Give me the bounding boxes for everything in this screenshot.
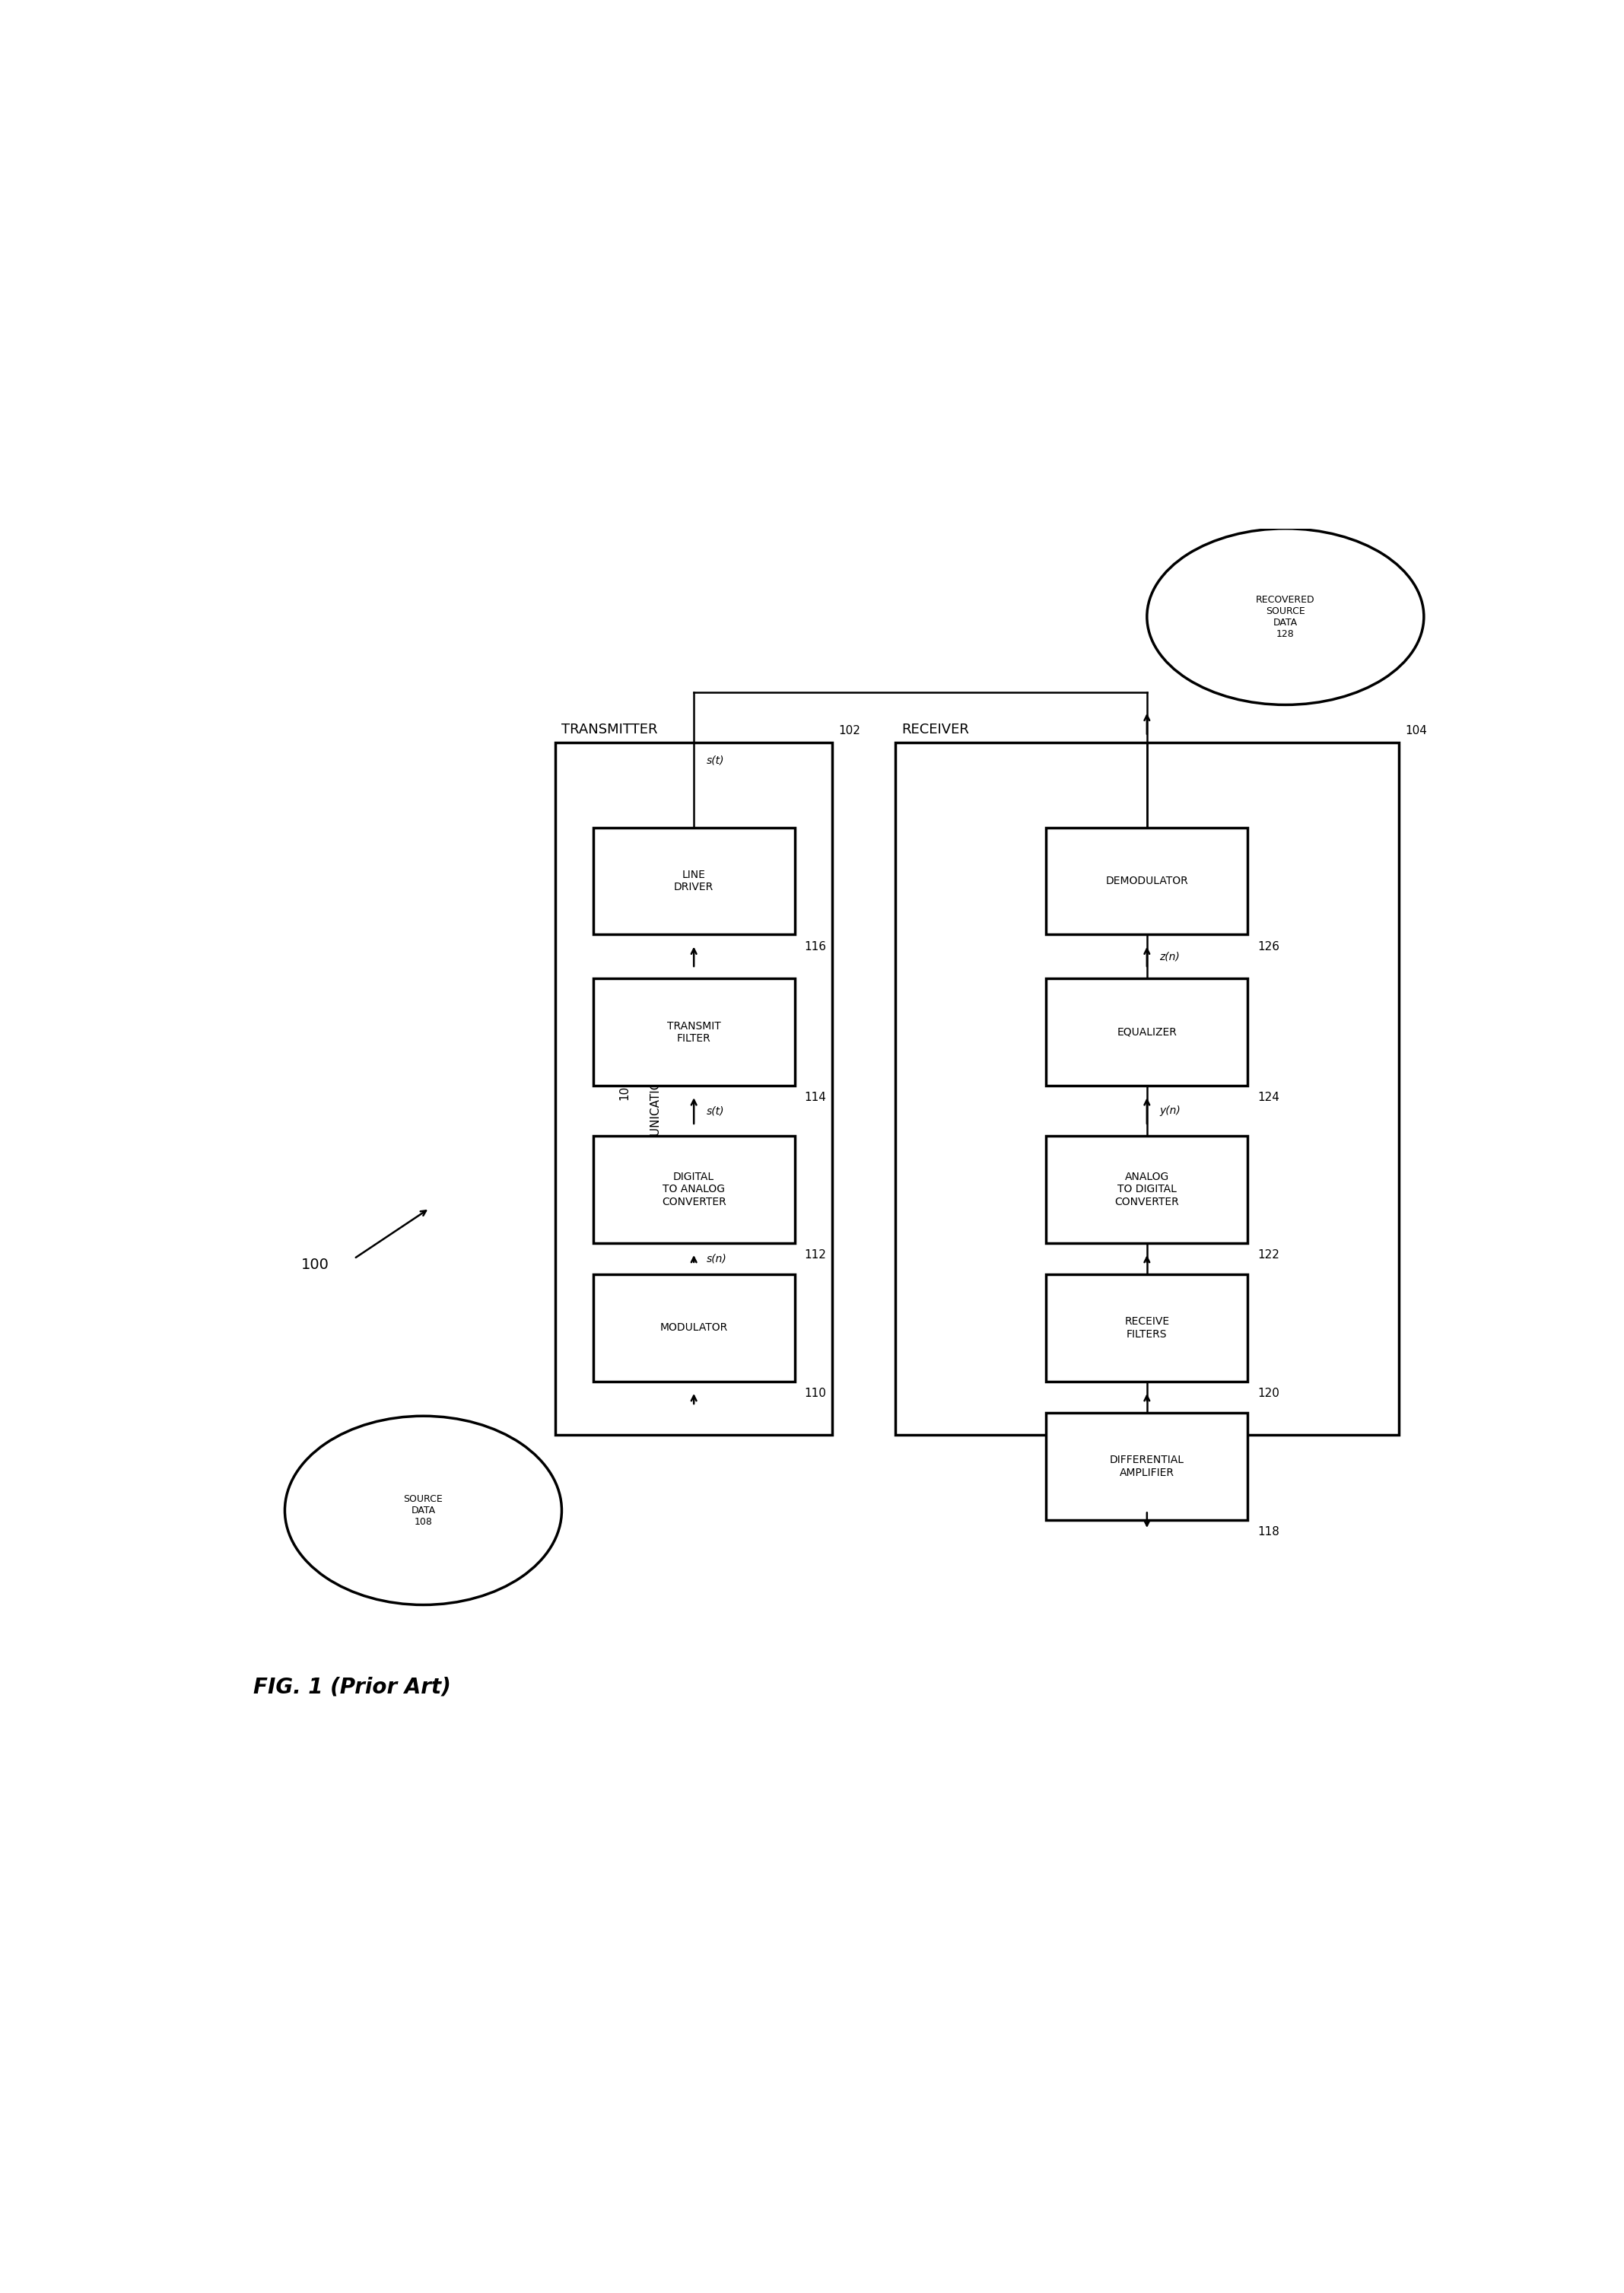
Ellipse shape: [1147, 530, 1424, 704]
Text: 126: 126: [1257, 940, 1280, 952]
Text: TRANSMITTER: TRANSMITTER: [562, 722, 658, 736]
Text: TRANSMIT
FILTER: TRANSMIT FILTER: [667, 1020, 721, 1043]
Text: 102: 102: [838, 725, 861, 736]
FancyBboxPatch shape: [593, 1135, 794, 1243]
Text: 118: 118: [1257, 1527, 1280, 1539]
Text: 110: 110: [804, 1387, 827, 1399]
Text: y(t): y(t): [1160, 1468, 1177, 1479]
Text: LINE
DRIVER: LINE DRIVER: [674, 869, 713, 892]
FancyBboxPatch shape: [593, 979, 794, 1085]
Text: 116: 116: [804, 940, 827, 952]
Text: s(t): s(t): [706, 754, 724, 766]
FancyBboxPatch shape: [1046, 979, 1247, 1085]
FancyBboxPatch shape: [1046, 1135, 1247, 1243]
Text: RECEIVE
FILTERS: RECEIVE FILTERS: [1124, 1316, 1169, 1339]
Text: RECOVERED
SOURCE
DATA
128: RECOVERED SOURCE DATA 128: [1255, 594, 1315, 640]
Text: ANALOG
TO DIGITAL
CONVERTER: ANALOG TO DIGITAL CONVERTER: [1114, 1172, 1179, 1206]
Text: MODULATOR: MODULATOR: [659, 1323, 728, 1332]
Text: COMMUNICATIONS CHANNEL: COMMUNICATIONS CHANNEL: [650, 1004, 663, 1172]
Text: y(n): y(n): [1160, 1105, 1181, 1117]
FancyBboxPatch shape: [593, 1275, 794, 1380]
Text: FIG. 1 (Prior Art): FIG. 1 (Prior Art): [253, 1676, 451, 1697]
Text: DEMODULATOR: DEMODULATOR: [1106, 876, 1189, 887]
Text: SOURCE
DATA
108: SOURCE DATA 108: [404, 1495, 443, 1527]
Text: 124: 124: [1257, 1091, 1280, 1103]
Text: 104: 104: [1405, 725, 1427, 736]
Text: 120: 120: [1257, 1387, 1280, 1399]
FancyBboxPatch shape: [1046, 1275, 1247, 1380]
Text: DIGITAL
TO ANALOG
CONVERTER: DIGITAL TO ANALOG CONVERTER: [661, 1172, 726, 1206]
Ellipse shape: [284, 1417, 562, 1605]
Text: RECEIVER: RECEIVER: [901, 722, 970, 736]
Text: s(n): s(n): [706, 1254, 728, 1263]
FancyBboxPatch shape: [895, 743, 1398, 1435]
FancyBboxPatch shape: [593, 828, 794, 936]
Text: 100: 100: [300, 1259, 328, 1273]
Text: EQUALIZER: EQUALIZER: [1117, 1027, 1177, 1036]
Text: 106: 106: [619, 1078, 630, 1101]
Text: 122: 122: [1257, 1250, 1280, 1261]
FancyBboxPatch shape: [1046, 828, 1247, 936]
Text: DIFFERENTIAL
AMPLIFIER: DIFFERENTIAL AMPLIFIER: [1109, 1454, 1184, 1479]
FancyBboxPatch shape: [555, 743, 831, 1435]
Text: s(t): s(t): [706, 1105, 724, 1117]
Text: 114: 114: [804, 1091, 827, 1103]
Text: 112: 112: [804, 1250, 827, 1261]
FancyBboxPatch shape: [1046, 1412, 1247, 1520]
Text: z(n): z(n): [1160, 952, 1181, 961]
